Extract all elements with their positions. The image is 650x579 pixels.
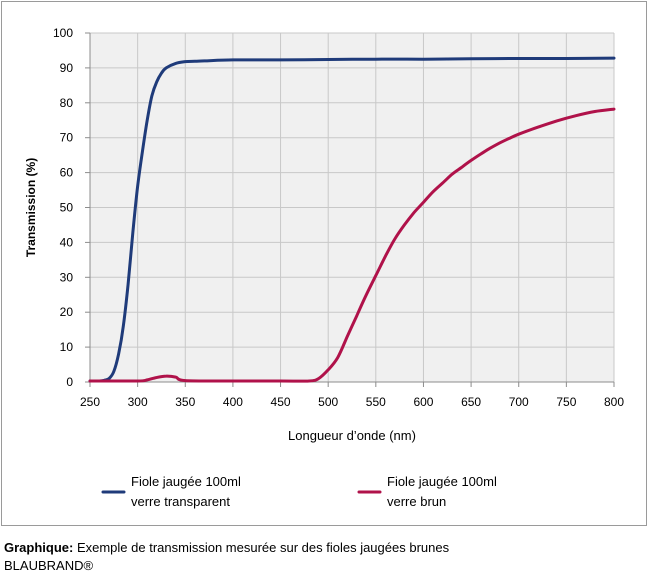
y-tick-label: 20: [60, 305, 74, 319]
y-axis-label: Transmission (%): [24, 158, 38, 257]
x-tick-label: 300: [128, 395, 148, 409]
x-tick-label: 600: [413, 395, 433, 409]
transmission-chart: 250 300 350 400 450 500 550 600 650 700 750 800 0 10…: [24, 26, 624, 509]
x-tick-label: 250: [80, 395, 100, 409]
series-line-1: [88, 56, 616, 383]
y-tick-label: 50: [60, 201, 74, 215]
y-tick-label: 30: [60, 270, 74, 284]
y-tick-label: 40: [60, 235, 74, 249]
x-tick-label: 400: [223, 395, 243, 409]
y-tick-label: 0: [66, 375, 73, 389]
legend: Fiole jaugée 100ml verre transparent Fiole…: [101, 474, 497, 509]
x-tick-label: 500: [318, 395, 338, 409]
y-tick-label: 90: [60, 61, 74, 75]
series-line-2: [88, 107, 616, 383]
caption-text: Exemple de transmission mesurée sur des …: [73, 540, 450, 555]
axes: [85, 32, 615, 387]
x-axis-label: Longueur d’onde (nm): [288, 428, 416, 443]
x-tick-label: 750: [556, 395, 576, 409]
legend-label-1-line2: verre transparent: [131, 494, 230, 509]
y-tick-label: 70: [60, 131, 74, 145]
y-tick-labels: 0 10 20 30 40 50 60 70 80 90 100: [53, 26, 73, 389]
x-tick-labels: 250 300 350 400 450 500 550 600 650 700 750 800: [80, 395, 624, 409]
x-tick-label: 650: [461, 395, 481, 409]
x-tick-label: 700: [509, 395, 529, 409]
x-tick-label: 800: [604, 395, 624, 409]
legend-label-2-line1: Fiole jaugée 100ml: [387, 474, 497, 489]
series-lines: [88, 56, 616, 383]
figure-caption: Graphique: Exemple de transmission mesur…: [4, 539, 449, 575]
y-tick-label: 100: [53, 26, 73, 40]
y-tick-label: 10: [60, 340, 74, 354]
chart-frame: [1, 1, 647, 526]
caption-label: Graphique:: [4, 540, 74, 555]
caption-line2: BLAUBRAND®: [4, 558, 94, 573]
x-tick-label: 550: [366, 395, 386, 409]
grid-lines: [90, 32, 615, 382]
legend-label-1-line1: Fiole jaugée 100ml: [131, 474, 241, 489]
y-tick-label: 80: [60, 96, 74, 110]
x-tick-label: 450: [271, 395, 291, 409]
x-tick-label: 350: [175, 395, 195, 409]
legend-label-2-line2: verre brun: [387, 494, 446, 509]
y-tick-label: 60: [60, 166, 74, 180]
